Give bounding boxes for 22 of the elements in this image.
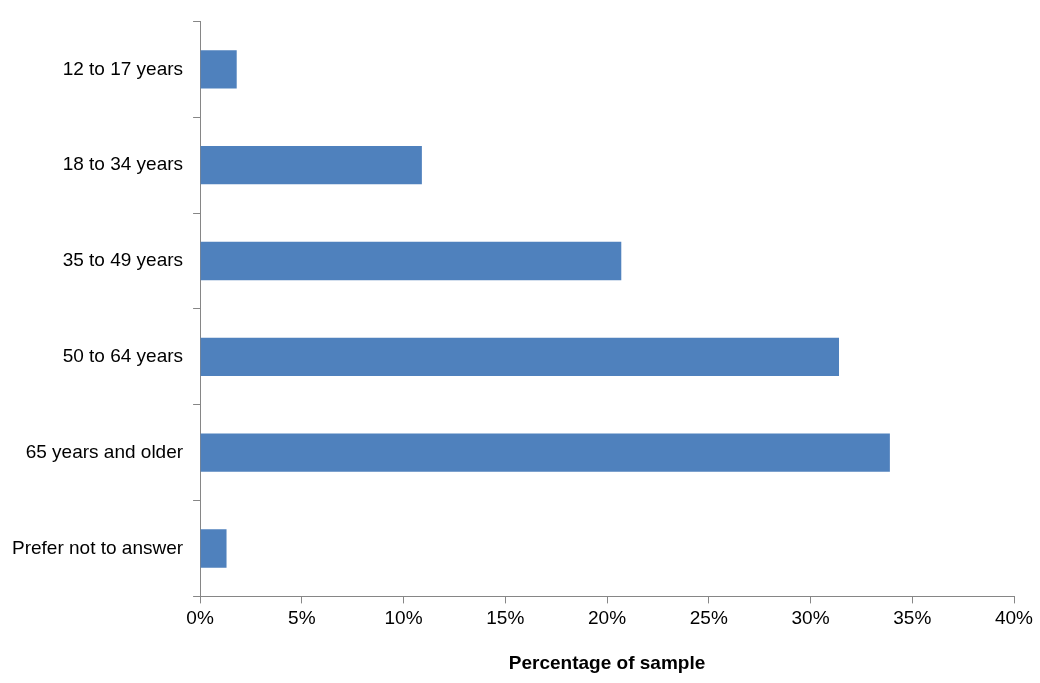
y-tick-label: 18 to 34 years: [62, 153, 184, 175]
y-tick-label: 50 to 64 years: [62, 345, 184, 367]
bar: [200, 433, 890, 472]
bar: [200, 529, 227, 568]
x-tick-label: 10%: [384, 607, 423, 629]
x-tick-label: 0%: [186, 607, 214, 629]
x-tick-label: 30%: [791, 607, 830, 629]
x-tick-label: 20%: [588, 607, 627, 629]
y-tick-label: 12 to 17 years: [62, 57, 184, 79]
y-tick-label: 65 years and older: [25, 440, 184, 462]
x-tick-label: 25%: [689, 607, 728, 629]
y-tick-label: 35 to 49 years: [62, 249, 184, 271]
bar: [200, 145, 422, 185]
bar: [200, 50, 237, 89]
x-tick-label: 35%: [893, 607, 932, 629]
bar: [200, 337, 840, 376]
x-tick-label: 5%: [288, 607, 316, 629]
bar: [200, 241, 622, 281]
x-tick-label: 40%: [994, 607, 1034, 629]
y-tick-label: Prefer not to answer: [11, 536, 184, 558]
x-axis-title: Percentage of sample: [508, 651, 706, 673]
x-tick-label: 15%: [486, 607, 525, 629]
